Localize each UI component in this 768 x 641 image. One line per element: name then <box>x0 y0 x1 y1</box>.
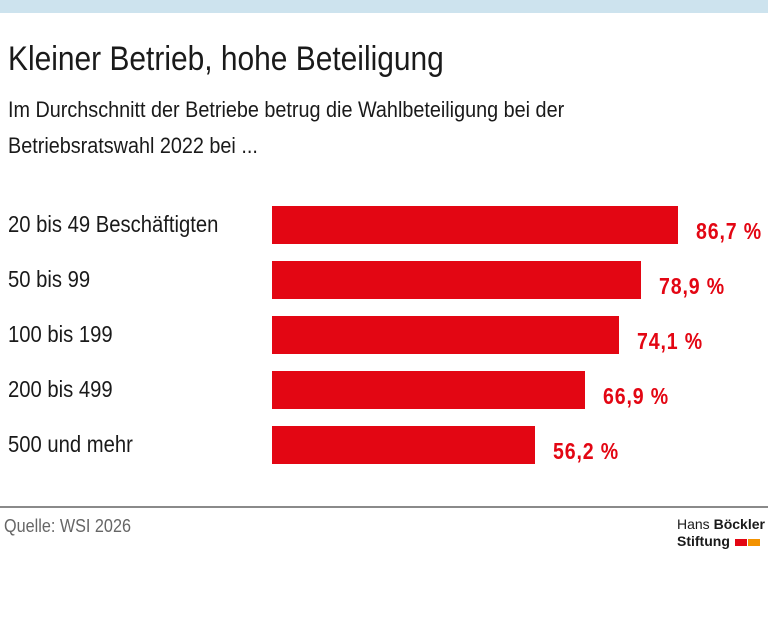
value-label: 74,1 % <box>636 328 703 354</box>
category-label: 500 und mehr <box>8 431 133 457</box>
category-label: 50 bis 99 <box>8 266 91 292</box>
category-label: 100 bis 199 <box>8 321 113 347</box>
value-label: 56,2 % <box>553 438 620 464</box>
category-label: 200 bis 499 <box>8 376 113 402</box>
hans-boeckler-logo: Hans Böckler Stiftung <box>677 516 765 549</box>
bar <box>272 206 678 244</box>
source-note: Quelle: WSI 2026 <box>4 516 131 536</box>
value-label: 86,7 % <box>696 218 762 244</box>
value-label: 78,9 % <box>659 273 726 299</box>
bar <box>272 426 536 464</box>
bar <box>272 371 586 409</box>
bar <box>272 261 642 299</box>
chart-title: Kleiner Betrieb, hohe Beteiligung <box>8 40 444 78</box>
chart-subtitle: Im Durchschnitt der Betriebe betrug die … <box>8 97 565 158</box>
category-label: 20 bis 49 Beschäftigten <box>8 211 219 237</box>
top-bar <box>0 0 768 13</box>
bar <box>272 316 619 354</box>
value-label: 66,9 % <box>603 383 670 409</box>
divider <box>0 506 768 508</box>
